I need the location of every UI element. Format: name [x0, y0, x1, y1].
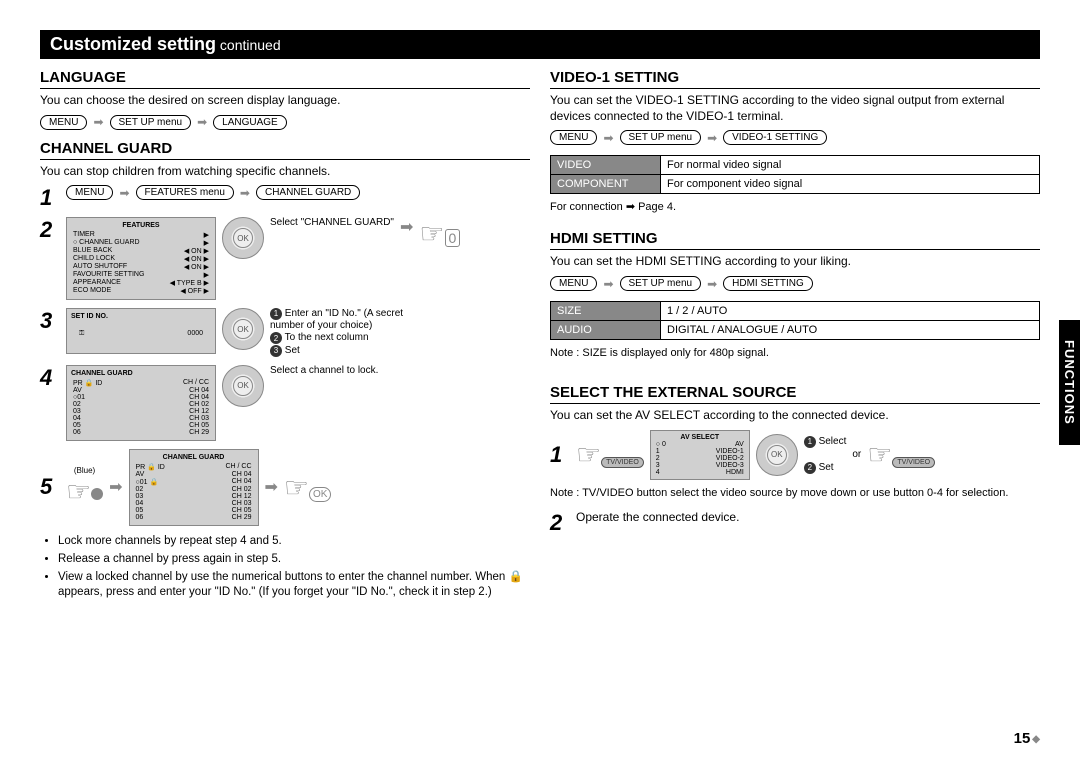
side-tab-functions: FUNCTIONS	[1059, 320, 1080, 445]
arrow-icon	[93, 115, 103, 129]
page-number: 15	[1014, 730, 1040, 747]
hdmi-table: SIZE1 / 2 / AUTO AUDIODIGITAL / ANALOGUE…	[550, 301, 1040, 340]
step-number: 1	[550, 442, 570, 468]
setid-value: 0000	[187, 330, 203, 338]
hand-tvvideo-icon: ☞TV/VIDEO	[576, 438, 644, 471]
bullet: Lock more channels by repeat step 4 and …	[58, 534, 530, 549]
video1-table: VIDEOFor normal video signal COMPONENTFo…	[550, 155, 1040, 194]
cg-desc: You can stop children from watching spec…	[40, 164, 530, 180]
remote-pad-icon: OK	[756, 434, 798, 476]
arrow-icon: ➡	[400, 217, 413, 237]
right-column: VIDEO-1 SETTING You can set the VIDEO-1 …	[550, 69, 1040, 603]
arrow-icon	[707, 131, 717, 145]
bullet: View a locked channel by use the numeric…	[58, 570, 530, 600]
video1-note: For connection ➡ Page 4.	[550, 200, 1040, 214]
osd-setid: SET ID NO. ⚿ 0000	[66, 308, 216, 354]
pill-menu: MENU	[66, 185, 113, 200]
step3-instructions: 1 Enter an "ID No." (A secret number of …	[270, 308, 410, 357]
cg-notes: Lock more channels by repeat step 4 and …	[40, 534, 530, 600]
osd-cg-list2: CHANNEL GUARD PR 🔒 IDCH / CC AVCH 04 ○01…	[129, 449, 259, 526]
osd-cg-list: CHANNEL GUARD PR 🔒 IDCH / CC AVCH 04 ○01…	[66, 365, 216, 441]
header-subtitle: continued	[216, 37, 281, 53]
blue-label: (Blue)	[66, 466, 103, 475]
section-header: Customized setting continued	[40, 30, 1040, 59]
arrow-icon: ➡	[265, 477, 278, 497]
extsrc-heading: SELECT THE EXTERNAL SOURCE	[550, 384, 1040, 404]
step2-instruction: Select "CHANNEL GUARD"	[270, 217, 394, 229]
step-number: 4	[40, 365, 60, 391]
hdmi-heading: HDMI SETTING	[550, 230, 1040, 250]
pill-cg: CHANNEL GUARD	[256, 185, 360, 200]
step4-instruction: Select a channel to lock.	[270, 365, 378, 377]
remote-pad-icon: OK	[222, 217, 264, 259]
left-column: LANGUAGE You can choose the desired on s…	[40, 69, 530, 603]
osd-features: FEATURES TIMER▶ ○ CHANNEL GUARD▶ BLUE BA…	[66, 217, 216, 300]
hand-icon: ☞	[66, 475, 103, 508]
hdmi-desc: You can set the HDMI SETTING according t…	[550, 254, 1040, 270]
extsrc-step1: 1 ☞TV/VIDEO AV SELECT ○ 0AV 1VIDEO-1 2VI…	[550, 430, 1040, 480]
extsrc-step2: 2 Operate the connected device.	[550, 510, 1040, 536]
language-heading: LANGUAGE	[40, 69, 530, 89]
hand-icon: ☞0	[419, 217, 460, 250]
cg-heading: CHANNEL GUARD	[40, 140, 530, 160]
step-number: 1	[40, 185, 60, 211]
video1-desc: You can set the VIDEO-1 SETTING accordin…	[550, 93, 1040, 124]
pill-features: FEATURES menu	[136, 185, 234, 200]
arrow-icon	[197, 115, 207, 129]
arrow-icon	[603, 131, 613, 145]
key-icon: ⚿	[79, 330, 84, 338]
language-desc: You can choose the desired on screen dis…	[40, 93, 530, 109]
pill-language: LANGUAGE	[213, 115, 287, 130]
step-number: 2	[40, 217, 60, 243]
arrow-icon	[240, 186, 250, 200]
cg-step4: 4 CHANNEL GUARD PR 🔒 IDCH / CC AVCH 04 ○…	[40, 365, 530, 441]
cg-step2: 2 FEATURES TIMER▶ ○ CHANNEL GUARD▶ BLUE …	[40, 217, 530, 300]
pill-setup: SET UP menu	[110, 115, 192, 130]
hand-ok-icon: ☞OK	[284, 471, 332, 504]
step-number: 5	[40, 474, 60, 500]
hdmi-note: Note : SIZE is displayed only for 480p s…	[550, 346, 1040, 360]
arrow-icon	[119, 186, 129, 200]
remote-pad-icon: OK	[222, 308, 264, 350]
cg-step3: 3 SET ID NO. ⚿ 0000 OK 1 Enter an "ID No…	[40, 308, 530, 357]
language-path: MENU SET UP menu LANGUAGE	[40, 115, 530, 130]
cg-step1: 1 MENU FEATURES menu CHANNEL GUARD	[40, 185, 530, 211]
hdmi-path: MENU SET UP menu HDMI SETTING	[550, 276, 1040, 291]
arrow-icon	[603, 277, 613, 291]
or-label: or	[852, 449, 861, 461]
extsrc-desc: You can set the AV SELECT according to t…	[550, 408, 1040, 424]
step-number: 3	[40, 308, 60, 334]
pill-menu: MENU	[40, 115, 87, 130]
step-number: 2	[550, 510, 570, 536]
arrow-icon	[707, 277, 717, 291]
remote-pad-icon: OK	[222, 365, 264, 407]
osd-avselect: AV SELECT ○ 0AV 1VIDEO-1 2VIDEO-2 3VIDEO…	[650, 430, 750, 480]
cg-step5: 5 (Blue) ☞ ➡ CHANNEL GUARD PR 🔒 IDCH / C…	[40, 449, 530, 526]
step1-instructions: 1 Select 2 Set	[804, 436, 847, 474]
header-title: Customized setting	[50, 34, 216, 54]
arrow-icon: ➡	[109, 477, 122, 497]
video1-heading: VIDEO-1 SETTING	[550, 69, 1040, 89]
video1-path: MENU SET UP menu VIDEO-1 SETTING	[550, 130, 1040, 145]
hand-tvvideo-icon: ☞TV/VIDEO	[867, 438, 935, 471]
manual-page: Customized setting continued LANGUAGE Yo…	[0, 0, 1080, 761]
extsrc-note: Note : TV/VIDEO button select the video …	[550, 486, 1040, 500]
bullet: Release a channel by press again in step…	[58, 552, 530, 567]
step2-text: Operate the connected device.	[576, 510, 739, 526]
